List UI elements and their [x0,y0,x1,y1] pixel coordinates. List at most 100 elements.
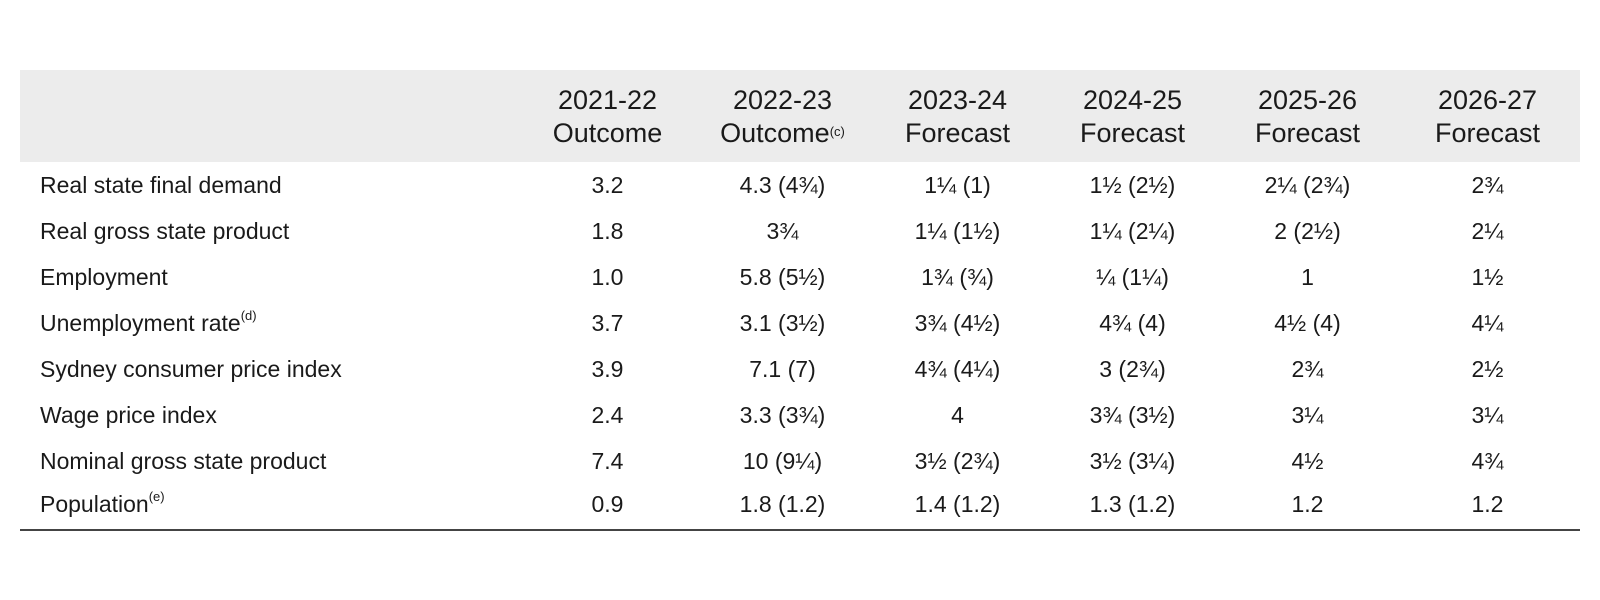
row-label-text: Sydney consumer price index [40,355,342,382]
table-row-sydney-consumer-price-index: Sydney consumer price index 3.9 7.1 (7) … [20,346,1580,392]
column-year: 2024-25 [1082,85,1183,115]
column-year: 2022-23 [732,85,833,115]
table-cell: ¼ (1¼) [1096,263,1169,290]
table-cell: 4¼ [1471,309,1504,336]
column-header-2021-22: 2021-22 Outcome [520,70,695,162]
table-cell: 10 (9¼) [742,447,823,474]
table-cell: 1 [1301,263,1314,290]
row-label: Real state final demand [20,162,520,208]
column-type: Forecast [1220,117,1395,150]
table-cell: 3.7 [591,309,624,336]
table-cell: 4¾ (4) [1099,309,1166,336]
table-cell: 3¾ (4½) [914,309,1001,336]
table-cell: 4½ [1291,447,1324,474]
table-cell: 3.2 [591,171,624,198]
table-cell: 4¾ [1471,447,1504,474]
row-label-text: Unemployment rate [40,309,241,336]
table-cell: 1.3 (1.2) [1045,484,1220,531]
table-cell: 3.3 (3¾) [739,401,826,428]
column-type: Forecast [1045,117,1220,150]
table-cell: 2¾ [1291,355,1324,382]
column-type-text: Outcome [720,118,830,148]
column-footnote: (c) [829,124,845,139]
table-cell: 1½ [1471,263,1504,290]
table-cell: 1¼ (1) [924,171,991,198]
column-type-text: Forecast [1079,118,1186,148]
column-type: Outcome [520,117,695,150]
row-label: Employment [20,254,520,300]
table-cell: 3.9 [591,355,624,382]
table-cell: 3¾ [766,217,799,244]
row-label-text: Real state final demand [40,171,282,198]
table-cell: 3½ (2¾) [914,447,1001,474]
row-label: Real gross state product [20,208,520,254]
table-cell: 4½ (4) [1274,309,1341,336]
column-header-2026-27: 2026-27 Forecast [1395,70,1580,162]
table-cell: 2.4 [591,401,624,428]
header-label-cell [20,70,520,162]
column-type: Forecast [1395,117,1580,150]
table-cell: 4 [951,401,964,428]
table-cell: 1.2 [1220,484,1395,531]
table-cell: 3.1 (3½) [739,309,826,336]
column-header-2023-24: 2023-24 Forecast [870,70,1045,162]
row-label: Nominal gross state product [20,438,520,484]
column-type: Forecast [870,117,1045,150]
header-row: 2021-22 Outcome 2022-23 Outcome(c) 2023-… [20,70,1580,162]
row-label-text: Wage price index [40,401,217,428]
table-cell: 0.9 [520,484,695,531]
table-cell: 4¾ (4¼) [914,355,1001,382]
table-cell: 1¾ (¾) [921,263,994,290]
economic-forecast-table-container: 2021-22 Outcome 2022-23 Outcome(c) 2023-… [20,70,1580,531]
table-row-population: Population(e) 0.9 1.8 (1.2) 1.4 (1.2) 1.… [20,484,1580,531]
table-cell: 1.0 [591,263,624,290]
row-footnote: (e) [148,489,165,504]
table-cell: 1¼ (2¼) [1089,217,1176,244]
table-cell: 2½ [1471,355,1504,382]
table-cell: 1.4 (1.2) [870,484,1045,531]
table-cell: 5.8 (5½) [739,263,826,290]
column-type-text: Forecast [1434,118,1541,148]
table-cell: 7.4 [591,447,624,474]
table-row-wage-price-index: Wage price index 2.4 3.3 (3¾) 4 3¾ (3½) … [20,392,1580,438]
column-year: 2021-22 [557,85,658,115]
table-cell: 2¼ [1471,217,1504,244]
table-cell: 1¼ (1½) [914,217,1001,244]
row-label-text: Employment [40,263,168,290]
row-label-text: Real gross state product [40,217,290,244]
table-cell: 2¾ [1471,171,1504,198]
table-cell: 3½ (3¼) [1089,447,1176,474]
row-label: Sydney consumer price index [20,346,520,392]
table-cell: 3¼ [1471,401,1504,428]
table-cell: 2 (2½) [1274,217,1341,244]
table-header: 2021-22 Outcome 2022-23 Outcome(c) 2023-… [20,70,1580,162]
column-type-text: Outcome [552,118,663,148]
column-type: Outcome(c) [695,117,870,150]
table-row-unemployment-rate: Unemployment rate(d) 3.7 3.1 (3½) 3¾ (4½… [20,300,1580,346]
column-type-text: Forecast [1254,118,1361,148]
table-cell: 3¾ (3½) [1089,401,1176,428]
table-row-employment: Employment 1.0 5.8 (5½) 1¾ (¾) ¼ (1¼) 1 … [20,254,1580,300]
column-type-text: Forecast [904,118,1011,148]
economic-forecast-table: 2021-22 Outcome 2022-23 Outcome(c) 2023-… [20,70,1580,531]
row-footnote: (d) [240,307,257,323]
column-year: 2025-26 [1257,85,1358,115]
column-year: 2026-27 [1437,85,1538,115]
row-label: Wage price index [20,392,520,438]
table-cell: 3 (2¾) [1099,355,1166,382]
row-label-text: Nominal gross state product [40,447,327,474]
column-header-2025-26: 2025-26 Forecast [1220,70,1395,162]
table-cell: 4.3 (4¾) [739,171,826,198]
table-row-nominal-gross-state-product: Nominal gross state product 7.4 10 (9¼) … [20,438,1580,484]
table-cell: 1.8 [591,217,624,244]
table-cell: 2¼ (2¾) [1264,171,1351,198]
table-body: Real state final demand 3.2 4.3 (4¾) 1¼ … [20,162,1580,531]
column-year: 2023-24 [907,85,1008,115]
table-row-real-state-final-demand: Real state final demand 3.2 4.3 (4¾) 1¼ … [20,162,1580,208]
table-cell: 1.2 [1395,484,1580,531]
column-header-2024-25: 2024-25 Forecast [1045,70,1220,162]
table-cell: 3¼ [1291,401,1324,428]
column-header-2022-23: 2022-23 Outcome(c) [695,70,870,162]
table-cell: 7.1 (7) [749,355,816,382]
table-cell: 1½ (2½) [1089,171,1176,198]
